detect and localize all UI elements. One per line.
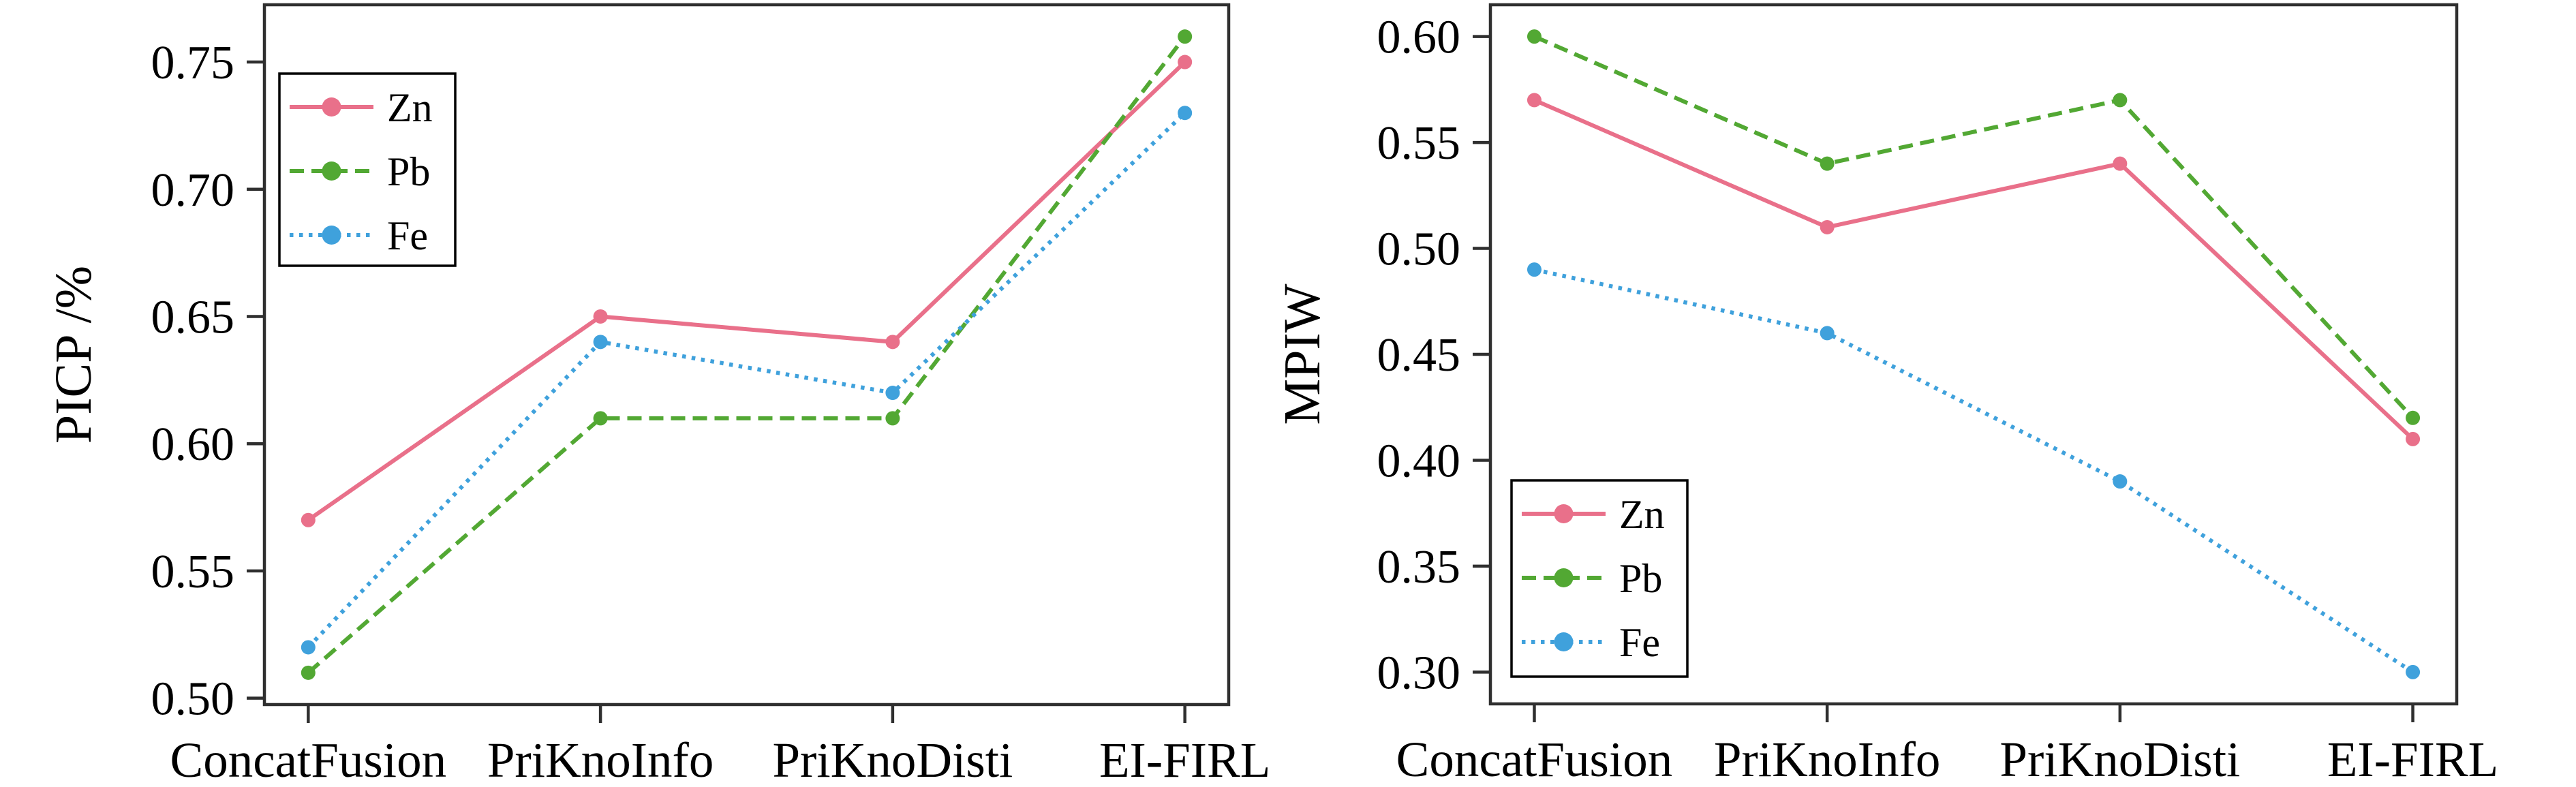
y-tick-label: 0.55 xyxy=(151,546,235,598)
legend-label-zn: Zn xyxy=(387,85,433,130)
series-line-fe xyxy=(1533,267,2414,674)
data-point-zn-3 xyxy=(2406,431,2421,446)
y-tick-label: 0.70 xyxy=(151,164,235,217)
data-point-pb-3 xyxy=(1178,29,1193,44)
data-point-fe-2 xyxy=(885,386,900,401)
y-tick-label: 0.35 xyxy=(1377,541,1461,593)
legend-label-pb: Pb xyxy=(1619,556,1662,601)
y-tick-label: 0.60 xyxy=(1377,12,1461,64)
legend-label-fe: Fe xyxy=(1619,620,1660,665)
y-tick-label: 0.45 xyxy=(1377,329,1461,382)
data-point-zn-3 xyxy=(1178,55,1193,70)
data-point-pb-1 xyxy=(593,411,608,426)
y-axis-label: MPIW xyxy=(1274,283,1331,425)
series-line-zn xyxy=(1533,98,2414,441)
y-tick-label: 0.30 xyxy=(1377,647,1461,699)
data-point-fe-3 xyxy=(2406,664,2421,679)
data-point-pb-0 xyxy=(301,665,316,680)
legend-marker-zn xyxy=(1554,504,1574,523)
data-point-fe-1 xyxy=(593,335,608,350)
series-line-fe xyxy=(307,111,1186,649)
data-point-fe-3 xyxy=(1178,106,1193,121)
data-point-fe-0 xyxy=(301,640,316,655)
legend-marker-fe xyxy=(1554,632,1574,651)
data-point-zn-1 xyxy=(593,309,608,324)
panel-mpiw: 0.30 0.35 0.40 0.45 0.50 0.55 0.60 ConcatFusion… xyxy=(1274,3,2498,787)
y-axis-label: PICP /% xyxy=(45,266,102,444)
y-tick-label: 0.55 xyxy=(1377,117,1461,170)
legend-label-pb: Pb xyxy=(387,149,430,194)
y-tick-label: 0.65 xyxy=(151,291,235,343)
x-tick-label: ConcatFusion xyxy=(1396,732,1673,784)
data-point-zn-2 xyxy=(2113,156,2128,171)
series-line-pb xyxy=(1533,34,2414,420)
data-point-zn-0 xyxy=(301,512,316,527)
y-tick-label: 0.75 xyxy=(151,37,235,89)
data-point-pb-2 xyxy=(2113,93,2128,108)
data-point-zn-2 xyxy=(885,335,900,350)
x-tick-label: EI-FIRL xyxy=(2327,732,2498,784)
x-tick-label: EI-FIRL xyxy=(1099,732,1270,784)
data-point-pb-0 xyxy=(1527,29,1542,44)
axes-spines xyxy=(262,3,1231,707)
legend-marker-pb xyxy=(1554,568,1574,587)
x-tick-label: PriKnoInfo xyxy=(487,732,714,784)
y-tick-label: 0.40 xyxy=(1377,435,1461,487)
series-line-zn xyxy=(307,60,1186,522)
x-tick-label: PriKnoDisti xyxy=(1999,732,2240,784)
x-tick-label: ConcatFusion xyxy=(170,732,447,784)
y-tick-label: 0.50 xyxy=(151,673,235,726)
x-tick-label: PriKnoInfo xyxy=(1714,732,1941,784)
y-tick-label: 0.50 xyxy=(1377,223,1461,276)
legend-marker-fe xyxy=(322,226,341,245)
data-point-pb-2 xyxy=(885,411,900,426)
data-point-zn-1 xyxy=(1820,219,1835,234)
legend-label-zn: Zn xyxy=(1619,492,1665,537)
x-tick-label: PriKnoDisti xyxy=(772,732,1013,784)
legend-label-fe: Fe xyxy=(387,213,428,258)
data-point-fe-0 xyxy=(1527,262,1542,277)
data-point-zn-0 xyxy=(1527,93,1542,108)
panel-picp: 0.50 0.55 0.60 0.65 0.70 0.75 ConcatFusion PriK… xyxy=(45,3,1270,787)
legend-marker-pb xyxy=(322,161,341,181)
y-tick-label: 0.60 xyxy=(151,418,235,471)
data-point-pb-1 xyxy=(1820,156,1835,171)
data-point-fe-2 xyxy=(2113,474,2128,489)
data-point-pb-3 xyxy=(2406,410,2421,425)
data-point-fe-1 xyxy=(1820,326,1835,341)
legend-marker-zn xyxy=(322,97,341,117)
series-line-pb xyxy=(307,35,1187,675)
